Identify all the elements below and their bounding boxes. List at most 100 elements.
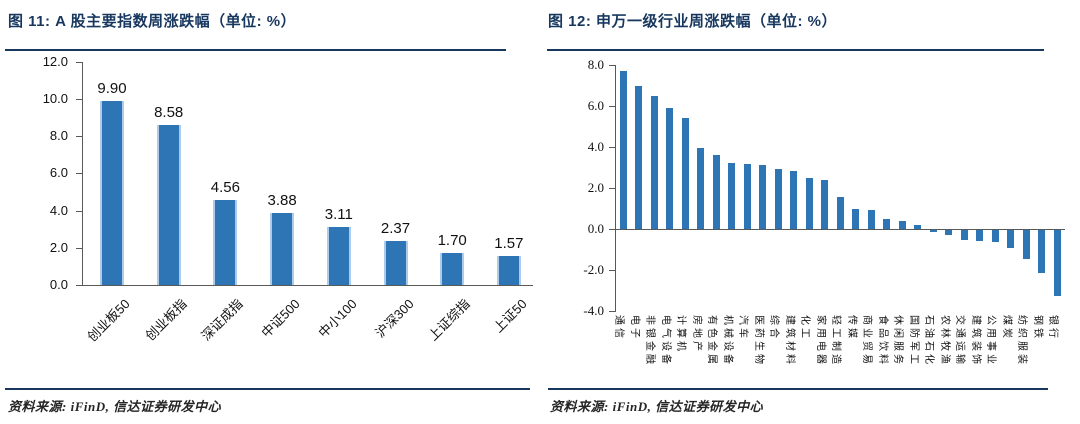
bar-value-label: 3.11 bbox=[324, 206, 353, 224]
bar-交通运输 bbox=[960, 230, 968, 241]
x-category-label: 计算机 bbox=[675, 315, 686, 354]
bar-沪深300 bbox=[383, 240, 408, 285]
y-tick-label: -4.0 bbox=[583, 303, 604, 318]
x-category-label: 煤炭 bbox=[1000, 315, 1012, 341]
x-category-label: 综合 bbox=[768, 315, 779, 341]
bar-value-label: 8.58 bbox=[154, 104, 184, 122]
figure-12-title-rule bbox=[547, 49, 1044, 51]
x-category-label: 建筑装饰 bbox=[969, 315, 981, 367]
bar-计算机 bbox=[681, 118, 689, 229]
bar-商业贸易 bbox=[867, 209, 875, 229]
y-tick-label: 0.0 bbox=[49, 277, 68, 292]
x-category-label: 轻工制造 bbox=[830, 315, 841, 367]
bar-公用事业 bbox=[991, 230, 999, 243]
figure-11-source: 资料来源: iFinD, 信达证券研发中心 bbox=[8, 399, 222, 414]
bar-value-label: 1.57 bbox=[494, 234, 524, 252]
bar-非银金融 bbox=[650, 95, 658, 229]
bar-中证500 bbox=[270, 212, 295, 285]
y-tick-label: 4.0 bbox=[49, 202, 68, 218]
x-category-label: 家用电器 bbox=[814, 315, 826, 367]
y-tick-mark bbox=[609, 229, 615, 230]
bar-医药生物 bbox=[759, 165, 766, 229]
y-tick-mark bbox=[76, 285, 82, 286]
x-category-label: 机械设备 bbox=[721, 315, 733, 367]
bar-通信 bbox=[619, 71, 627, 229]
x-category-label: 医药生物 bbox=[752, 315, 764, 367]
x-axis bbox=[82, 285, 533, 286]
bar-value-label: 1.70 bbox=[437, 232, 467, 250]
bar-房地产 bbox=[697, 148, 704, 229]
bar-综合 bbox=[774, 168, 782, 229]
figure-11-title: 图 11: A 股主要指数周涨跌幅（单位: %） bbox=[8, 13, 297, 30]
bar-建筑装饰 bbox=[976, 230, 983, 242]
bar-value-label: 9.90 bbox=[97, 79, 127, 97]
x-category-label: 休闲服务 bbox=[892, 315, 903, 367]
bar-机械设备 bbox=[728, 163, 735, 229]
y-tick-mark bbox=[76, 210, 82, 212]
bar-电子 bbox=[635, 85, 642, 229]
bar-value-label: 3.88 bbox=[267, 191, 297, 209]
bar-深证成指 bbox=[213, 200, 238, 285]
bar-农林牧渔 bbox=[945, 230, 952, 236]
x-category-label: 传媒 bbox=[845, 315, 857, 341]
figure-11-footer-rule bbox=[5, 388, 530, 390]
bar-石油石化 bbox=[929, 230, 937, 233]
y-tick-label: 2.0 bbox=[587, 180, 604, 195]
y-tick-label: 8.0 bbox=[587, 57, 604, 72]
y-tick-mark bbox=[609, 188, 615, 189]
y-tick-mark bbox=[609, 106, 615, 107]
bar-上证50 bbox=[496, 255, 521, 285]
x-category-label: 非银金融 bbox=[644, 315, 655, 367]
x-category-label: 建筑材料 bbox=[783, 315, 795, 367]
bar-创业板指 bbox=[156, 125, 181, 285]
bar-有色金属 bbox=[712, 155, 720, 229]
bar-汽车 bbox=[743, 164, 751, 229]
bar-上证综指 bbox=[440, 253, 465, 285]
bar-家用电器 bbox=[821, 179, 828, 229]
y-tick-mark bbox=[76, 247, 82, 249]
y-tick-label: 10.0 bbox=[42, 91, 68, 106]
x-category-label: 商业贸易 bbox=[861, 315, 872, 367]
y-tick-mark bbox=[76, 99, 82, 100]
y-tick-mark bbox=[609, 270, 615, 271]
bar-银行 bbox=[1053, 230, 1061, 296]
y-tick-label: 6.0 bbox=[587, 98, 604, 113]
bar-value-label: 4.56 bbox=[210, 179, 240, 197]
x-category-label: 电子 bbox=[628, 315, 640, 341]
y-tick-label: -2.0 bbox=[583, 262, 604, 277]
y-tick-mark bbox=[76, 173, 82, 175]
x-category-label: 公用事业 bbox=[985, 315, 996, 367]
x-category-label: 石油石化 bbox=[923, 315, 934, 367]
y-tick-label: 8.0 bbox=[49, 128, 68, 144]
x-category-label: 农林牧渔 bbox=[938, 315, 950, 367]
x-category-label: 纺织服装 bbox=[1016, 315, 1027, 367]
zero-line bbox=[615, 229, 1065, 230]
figure-12-title: 图 12: 申万一级行业周涨跌幅（单位: %） bbox=[548, 13, 838, 30]
bar-钢铁 bbox=[1038, 230, 1045, 274]
bar-建筑材料 bbox=[790, 170, 797, 229]
figure-12-source: 资料来源: iFinD, 信达证券研发中心 bbox=[550, 399, 764, 414]
x-category-label: 交通运输 bbox=[954, 315, 965, 367]
y-axis bbox=[82, 61, 83, 286]
bar-化工 bbox=[805, 177, 813, 229]
x-category-label: 通信 bbox=[613, 315, 624, 341]
bar-国防军工 bbox=[914, 224, 921, 229]
x-category-label: 化工 bbox=[799, 315, 810, 341]
y-tick-mark bbox=[609, 311, 615, 312]
x-category-label: 电气设备 bbox=[659, 315, 671, 367]
bar-休闲服务 bbox=[898, 220, 906, 229]
y-tick-label: 2.0 bbox=[49, 239, 68, 255]
bar-value-label: 2.37 bbox=[380, 219, 411, 237]
x-category-label: 有色金属 bbox=[706, 315, 717, 367]
x-category-label: 食品饮料 bbox=[876, 315, 888, 367]
bar-纺织服装 bbox=[1022, 230, 1030, 259]
bar-食品饮料 bbox=[883, 218, 890, 229]
x-category-label: 银行 bbox=[1047, 315, 1058, 341]
bar-电气设备 bbox=[666, 108, 673, 229]
y-tick-label: 12.0 bbox=[42, 53, 68, 69]
y-tick-mark bbox=[609, 147, 615, 148]
y-axis bbox=[615, 65, 616, 312]
